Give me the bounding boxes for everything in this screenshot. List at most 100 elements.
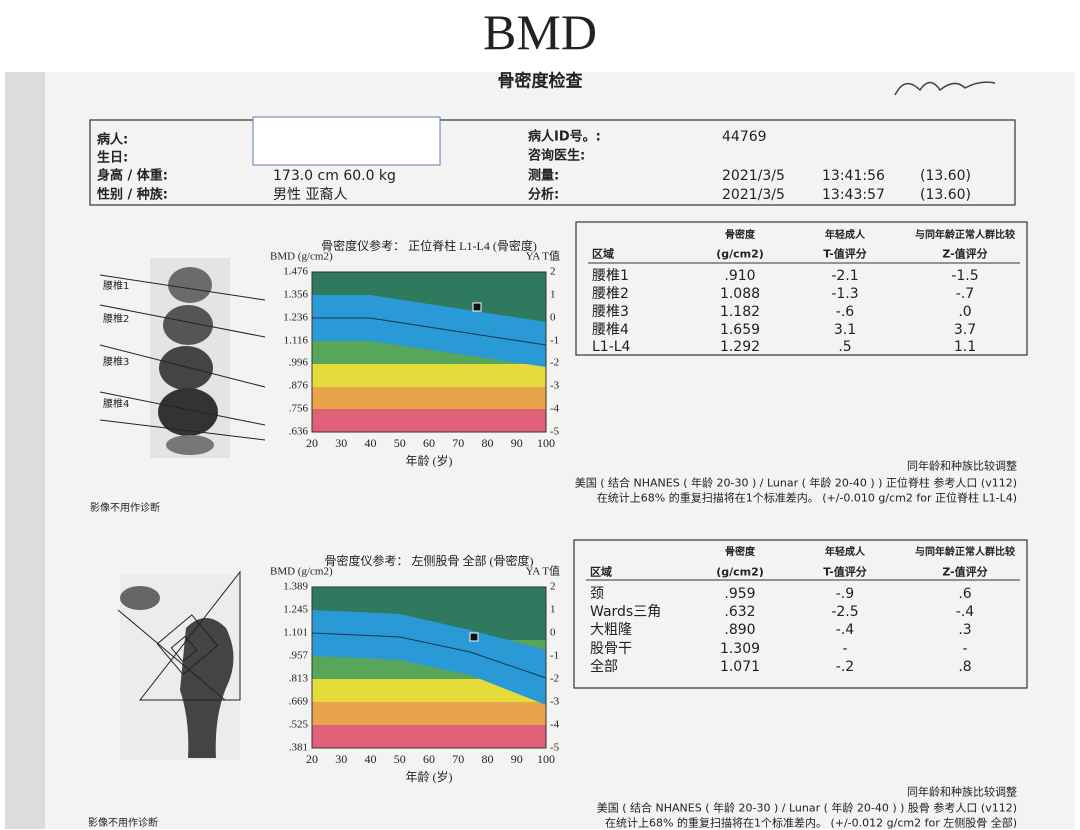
table-cell: 1.292 <box>719 339 761 355</box>
t-tick-label: -5 <box>550 425 560 438</box>
t-axis-label: YA T值 <box>525 250 560 263</box>
t-tick-label: -1 <box>550 649 560 662</box>
t-tick-label: -5 <box>550 741 560 754</box>
hip-reference-bands <box>311 586 547 749</box>
table-header: 年轻成人 <box>825 230 865 241</box>
report-heading: 骨密度检查 <box>497 71 583 92</box>
table-cell: .6 <box>958 586 972 602</box>
bmd-tick-label: 1.236 <box>283 311 308 324</box>
table-cell: 1.088 <box>719 286 761 302</box>
table-cell: -.2 <box>835 659 855 675</box>
paper-edge <box>5 72 45 829</box>
table-header: 骨密度 <box>725 230 755 241</box>
bmd-tick-label: .525 <box>288 718 308 731</box>
bmd-tick-label: .876 <box>288 379 308 392</box>
bmd-tick-label: 1.476 <box>283 265 308 278</box>
patient-label: 测量: <box>528 168 560 184</box>
bmd-tick-label: 1.245 <box>283 603 308 616</box>
table-cell: 腰椎3 <box>592 304 629 320</box>
table-cell: -1.3 <box>831 286 859 302</box>
patient-label: 分析: <box>528 187 560 203</box>
age-tick-label: 40 <box>364 752 377 766</box>
age-tick-label: 30 <box>335 436 348 450</box>
age-tick-label: 100 <box>537 752 555 766</box>
table-cell: -1.5 <box>951 268 979 284</box>
region-label: 腰椎4 <box>103 399 130 410</box>
chart-title: 骨密度仪参考： 正位脊柱 L1-L4 (骨密度) <box>321 239 537 253</box>
sex-race: 男性 亚裔人 <box>273 187 348 203</box>
table-cell: -.6 <box>835 304 855 320</box>
spine-scan <box>99 258 266 458</box>
t-tick-label: -4 <box>550 402 560 415</box>
t-tick-label: -2 <box>550 356 560 369</box>
table-header: T-值评分 <box>823 565 867 579</box>
patient-label: 生日: <box>97 150 129 166</box>
redaction <box>252 116 441 166</box>
table-cell: 大粗隆 <box>590 622 632 638</box>
table-cell: 3.7 <box>953 322 977 338</box>
table-header: T-值评分 <box>823 247 867 261</box>
table-cell: .632 <box>724 604 756 620</box>
patient-box <box>89 119 1016 206</box>
patient-label: 身高 / 体重: <box>97 168 168 184</box>
table-cell: .910 <box>724 268 756 284</box>
reference-note: 美国 ( 结合 NHANES ( 年龄 20-30 ) / Lunar ( 年龄… <box>596 801 1017 815</box>
bmd-tick-label: 1.356 <box>283 288 308 301</box>
table-header: (g/cm2) <box>716 247 764 261</box>
x-axis-label: 年龄 (岁) <box>405 770 453 784</box>
measure-info: 13:41:56 <box>822 168 885 184</box>
age-tick-label: 80 <box>481 752 494 766</box>
t-tick-label: -3 <box>550 695 560 708</box>
t-tick-label: -2 <box>550 672 560 685</box>
table-cell: -2.1 <box>831 268 859 284</box>
bmd-tick-label: 1.116 <box>283 334 308 347</box>
hip-scan <box>117 570 241 760</box>
reference-note: 在统计上68% 的重复扫描将在1个标准差内。 (+/-0.012 g/cm2 f… <box>605 816 1017 830</box>
age-tick-label: 50 <box>393 436 406 450</box>
bmd-tick-label: 1.389 <box>283 580 308 593</box>
table-cell: -.9 <box>835 586 855 602</box>
age-tick-label: 30 <box>335 752 348 766</box>
chart-title: 骨密度仪参考： 左侧股骨 全部 (骨密度) <box>324 554 534 568</box>
disclaimer: 影像不用作诊断 <box>90 503 160 514</box>
patient-label: 病人ID号。: <box>528 129 601 145</box>
table-cell: 颈 <box>590 586 604 602</box>
table-cell: .3 <box>958 622 972 638</box>
t-tick-label: 2 <box>550 265 556 278</box>
table-cell: - <box>842 641 848 657</box>
bmd-tick-label: .756 <box>288 402 308 415</box>
t-tick-label: 0 <box>550 311 556 324</box>
t-tick-label: -3 <box>550 379 560 392</box>
age-tick-label: 60 <box>423 436 435 450</box>
t-tick-label: 1 <box>550 603 556 616</box>
table-cell: Wards三角 <box>590 604 662 620</box>
t-tick-label: 2 <box>550 580 556 593</box>
region-label: 腰椎1 <box>103 281 130 292</box>
table-cell: 1.1 <box>953 339 977 355</box>
table-cell: - <box>962 641 968 657</box>
spine-reference-bands <box>311 271 547 433</box>
table-header: (g/cm2) <box>716 565 764 579</box>
bmd-tick-label: .381 <box>288 741 308 754</box>
region-label: 腰椎2 <box>103 314 130 325</box>
age-tick-label: 60 <box>423 752 435 766</box>
table-cell: .5 <box>838 339 852 355</box>
table-cell: .0 <box>958 304 972 320</box>
y-axis-label: BMD (g/cm2) <box>270 565 333 578</box>
hip-table-box <box>573 539 1028 689</box>
patient-id: 44769 <box>722 129 767 145</box>
table-header: 区域 <box>592 247 614 261</box>
table-header: 年轻成人 <box>825 547 865 558</box>
t-tick-label: -1 <box>550 334 560 347</box>
age-tick-label: 90 <box>510 752 523 766</box>
signature <box>894 81 996 96</box>
table-cell: 腰椎2 <box>592 286 629 302</box>
measure-info: 2021/3/5 <box>722 168 785 184</box>
table-cell: 1.659 <box>719 322 761 338</box>
reference-note: 同年龄和种族比较调整 <box>907 785 1017 799</box>
table-cell: -.4 <box>955 604 975 620</box>
measure-info: (13.60) <box>920 168 972 184</box>
table-cell: -.7 <box>955 286 975 302</box>
table-header: 骨密度 <box>725 547 755 558</box>
